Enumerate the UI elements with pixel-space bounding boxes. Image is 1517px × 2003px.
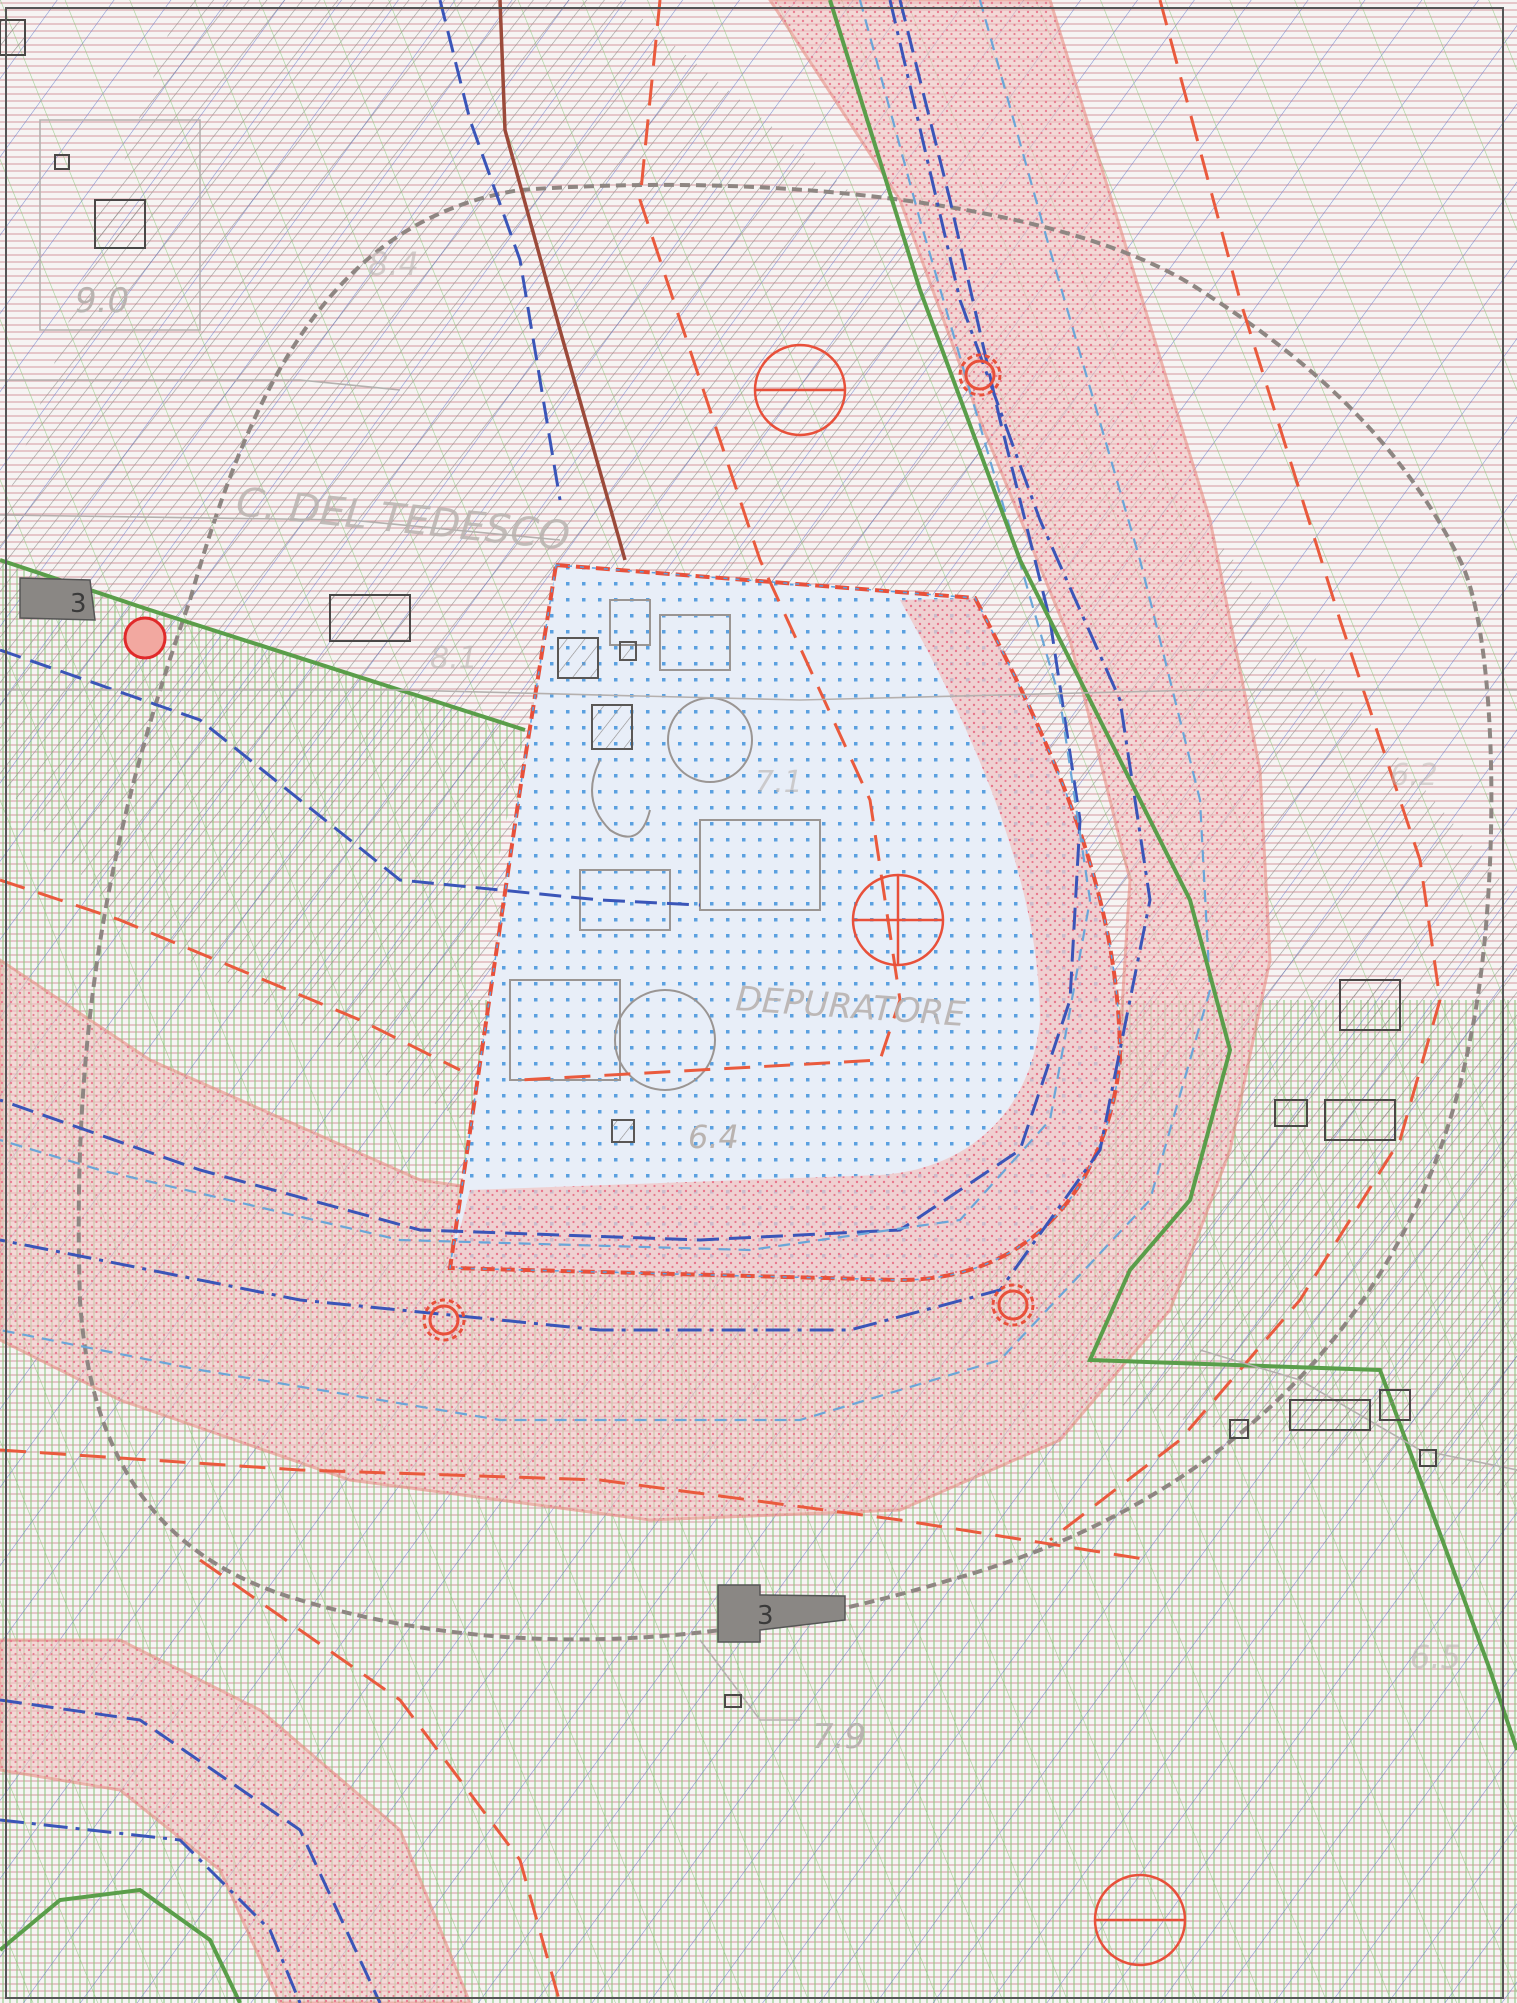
- protection-boundary: [76, 182, 1494, 1642]
- elevation-label: 6.5: [1410, 1638, 1461, 1676]
- treatment-plant-boundary: [447, 562, 1123, 1283]
- plant-structures: [509, 599, 821, 1091]
- elevation-label: 7.9: [812, 1717, 866, 1757]
- lightblue-dashed-lines: [0, 0, 1212, 1422]
- cadastral-lines: [0, 119, 1517, 1721]
- blue-dashdot-lines: [0, 0, 1152, 2003]
- plant-small-buildings: [557, 637, 637, 1143]
- brown-line: [498, 0, 627, 561]
- spring-symbols: [422, 353, 1035, 1342]
- elevation-label: 8.4: [368, 245, 419, 283]
- red-dashed-lines: [0, 0, 1442, 2003]
- elevation-label: 6.4: [688, 1118, 739, 1156]
- building-number: 3: [757, 1601, 774, 1631]
- elevation-label: 7.1: [755, 765, 803, 800]
- well-symbols: [753, 343, 1187, 1967]
- building-number: 3: [70, 589, 87, 619]
- building-3-left: 3: [19, 577, 96, 621]
- red-circle-symbol-left: [123, 616, 167, 660]
- hatched-buildings: [0, 19, 1411, 1431]
- elevation-label: 8.1: [430, 641, 478, 676]
- map-frame: [5, 7, 1504, 1999]
- elevation-label: 9.0: [75, 281, 129, 321]
- elevation-label: 6.2: [1390, 758, 1438, 793]
- building-3-bottom: 3: [717, 1584, 846, 1643]
